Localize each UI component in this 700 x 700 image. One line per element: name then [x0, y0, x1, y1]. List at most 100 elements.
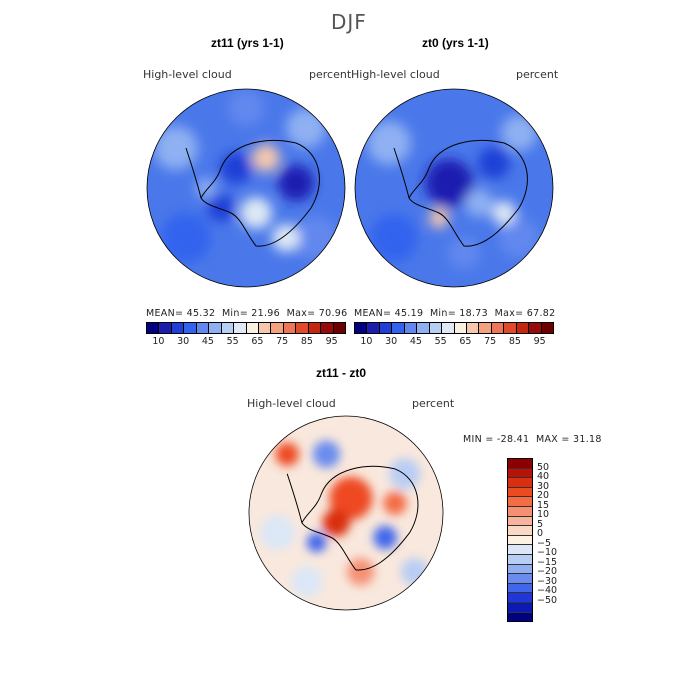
colorbar-swatch	[209, 323, 222, 333]
panel3-difference-polar-map	[248, 415, 444, 611]
panel3-min-value: -28.41	[496, 434, 530, 445]
colorbar-swatch	[221, 323, 235, 333]
colorbar-tick-label: 20	[537, 490, 550, 502]
colorbar-swatch	[508, 459, 532, 469]
colorbar-tick-label: 95	[325, 336, 338, 347]
colorbar-swatch	[508, 574, 532, 584]
colorbar-swatch	[508, 564, 532, 575]
colorbar-swatch	[355, 323, 368, 333]
colorbar-swatch	[429, 323, 443, 333]
difference-colorbar	[507, 458, 533, 622]
colorbar-tick-label: 0	[537, 528, 544, 540]
colorbar-tick-label: 95	[533, 336, 546, 347]
panel1-colorbar	[146, 322, 346, 334]
colorbar-tick-label: 55	[434, 336, 447, 347]
colorbar-swatch	[541, 323, 553, 333]
colorbar-swatch	[466, 323, 480, 333]
panel2-mean-label: MEAN=	[354, 308, 392, 319]
colorbar-tick-label: 30	[385, 336, 398, 347]
colorbar-swatch	[508, 554, 532, 565]
panel3-max-label: MAX =	[536, 434, 570, 445]
panel2-colorbar	[354, 322, 554, 334]
colorbar-swatch	[508, 478, 532, 488]
colorbar-swatch	[234, 323, 247, 333]
colorbar-tick-label: 10	[360, 336, 373, 347]
colorbar-swatch	[508, 516, 532, 527]
colorbar-swatch	[271, 323, 284, 333]
panel2-max-label: Max=	[494, 308, 524, 319]
colorbar-tick-label: 85	[300, 336, 313, 347]
panel1-title: zt11 (yrs 1-1)	[211, 36, 284, 50]
colorbar-tick-label: 10	[152, 336, 165, 347]
panel1-min-value: 21.96	[251, 308, 280, 319]
panel1-mean-label: MEAN=	[146, 308, 184, 319]
colorbar-swatch	[516, 323, 530, 333]
colorbar-tick-label: 65	[459, 336, 472, 347]
colorbar-swatch	[147, 323, 160, 333]
panel1-max-value: 70.96	[318, 308, 348, 319]
panel1-units-label: percent	[309, 68, 352, 81]
colorbar-swatch	[508, 583, 532, 594]
colorbar-swatch	[417, 323, 430, 333]
panel2-units-label: percent	[516, 68, 559, 81]
colorbar-swatch	[508, 497, 532, 507]
panel2-title: zt0 (yrs 1-1)	[422, 36, 489, 50]
colorbar-swatch	[479, 323, 492, 333]
colorbar-swatch	[196, 323, 210, 333]
colorbar-tick-label: 5	[537, 518, 544, 530]
colorbar-swatch	[508, 535, 532, 546]
colorbar-swatch	[308, 323, 322, 333]
colorbar-swatch	[283, 323, 297, 333]
colorbar-swatch	[529, 323, 542, 333]
colorbar-swatch	[508, 487, 532, 498]
colorbar-tick-label: 30	[177, 336, 190, 347]
colorbar-swatch	[246, 323, 259, 333]
panel3-variable-label: High-level cloud	[247, 397, 336, 410]
panel1-max-label: Max=	[286, 308, 316, 319]
colorbar-swatch	[171, 323, 185, 333]
colorbar-swatch	[258, 323, 272, 333]
panel3-stats: MIN = -28.41 MAX = 31.18	[463, 434, 602, 445]
colorbar-swatch	[404, 323, 418, 333]
colorbar-swatch	[184, 323, 197, 333]
colorbar-swatch	[491, 323, 505, 333]
colorbar-swatch	[508, 468, 532, 479]
panel3-units-label: percent	[412, 397, 455, 410]
colorbar-swatch	[321, 323, 334, 333]
colorbar-swatch	[296, 323, 309, 333]
panel1-min-label: Min=	[221, 308, 248, 319]
panel1-polar-map	[146, 88, 346, 288]
panel3-min-label: MIN =	[463, 434, 494, 445]
colorbar-tick-label: 65	[251, 336, 264, 347]
colorbar-tick-label: 10	[537, 509, 550, 521]
colorbar-tick-label: −50	[537, 594, 558, 606]
colorbar-tick-label: −30	[537, 575, 558, 587]
panel2-polar-map	[354, 88, 554, 288]
colorbar-swatch	[392, 323, 405, 333]
colorbar-tick-label: −20	[537, 566, 558, 578]
colorbar-swatch	[508, 506, 532, 517]
colorbar-tick-label: 75	[276, 336, 289, 347]
colorbar-swatch	[333, 323, 345, 333]
colorbar-tick-label: 50	[537, 461, 550, 473]
panel2-min-label: Min=	[429, 308, 456, 319]
colorbar-tick-label: −10	[537, 547, 558, 559]
colorbar-swatch	[508, 602, 532, 613]
panel2-max-value: 67.82	[526, 308, 556, 319]
colorbar-swatch	[442, 323, 455, 333]
colorbar-tick-label: 40	[537, 471, 550, 483]
panel3-title: zt11 - zt0	[316, 366, 367, 380]
colorbar-swatch	[508, 612, 532, 622]
colorbar-tick-label: −15	[537, 556, 558, 568]
colorbar-tick-label: 75	[484, 336, 497, 347]
colorbar-tick-label: −5	[537, 537, 552, 549]
colorbar-tick-label: 85	[508, 336, 521, 347]
panel1-mean-value: 45.32	[186, 308, 216, 319]
colorbar-tick-label: 45	[409, 336, 422, 347]
colorbar-tick-label: 45	[201, 336, 214, 347]
colorbar-swatch	[159, 323, 172, 333]
colorbar-tick-label: 15	[537, 499, 550, 511]
colorbar-swatch	[454, 323, 467, 333]
colorbar-swatch	[379, 323, 393, 333]
panel2-mean-value: 45.19	[394, 308, 424, 319]
